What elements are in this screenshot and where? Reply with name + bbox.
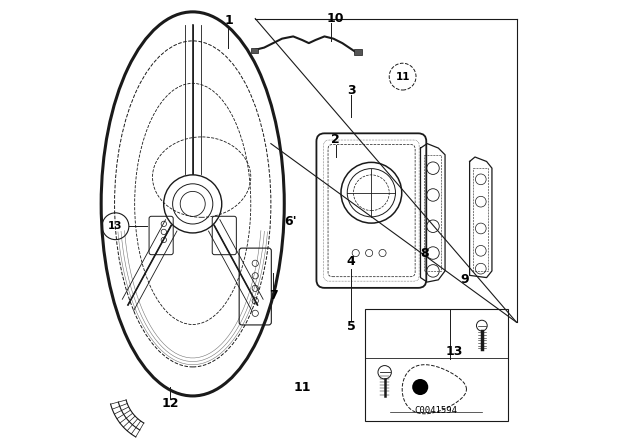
Text: 9: 9 <box>461 273 470 286</box>
Circle shape <box>412 379 428 395</box>
Text: 12: 12 <box>162 397 179 410</box>
Text: 1: 1 <box>224 14 233 27</box>
Text: 13: 13 <box>445 345 463 358</box>
Text: 11: 11 <box>293 380 311 393</box>
Bar <box>365 309 508 421</box>
Text: 5: 5 <box>347 320 356 333</box>
Text: 11: 11 <box>396 72 410 82</box>
Text: 6': 6' <box>285 215 298 228</box>
Bar <box>355 49 362 55</box>
Bar <box>251 47 258 53</box>
Text: 13: 13 <box>108 221 123 231</box>
Text: 2: 2 <box>332 133 340 146</box>
Text: C0041594: C0041594 <box>415 406 458 415</box>
Text: 3: 3 <box>347 83 356 96</box>
Text: 4: 4 <box>347 255 356 268</box>
Text: 10: 10 <box>327 12 344 25</box>
Text: 8: 8 <box>420 246 429 259</box>
Text: 7: 7 <box>269 289 278 302</box>
